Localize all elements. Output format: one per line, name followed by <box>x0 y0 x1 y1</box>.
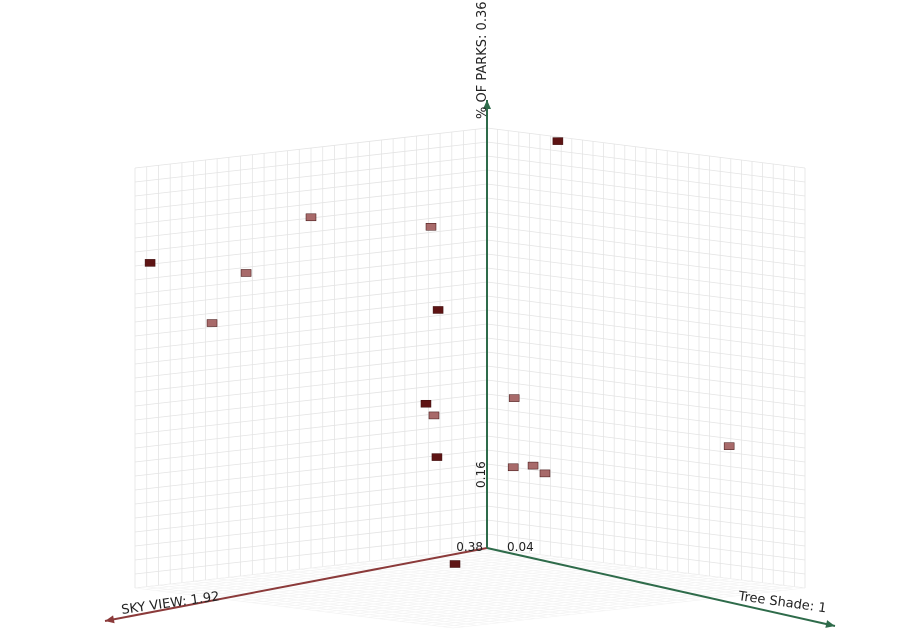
grid-line <box>486 169 806 211</box>
axes <box>104 100 836 628</box>
y-axis-label: % OF PARKS: 0.36 <box>475 2 490 120</box>
axis-arrow <box>483 100 491 109</box>
axis-arrow <box>105 615 115 624</box>
point <box>507 463 519 472</box>
grid-line <box>134 587 454 629</box>
grid-line <box>486 155 806 197</box>
point <box>305 213 317 222</box>
grid-line <box>431 585 784 626</box>
point <box>431 453 443 461</box>
axis-arrow <box>825 620 835 628</box>
x-axis <box>104 547 488 622</box>
grid-line <box>134 141 488 183</box>
grid-line <box>442 586 795 627</box>
grid-line <box>399 581 753 622</box>
x-axis-label: SKY VIEW: 1.92 <box>120 589 220 618</box>
point <box>527 461 539 470</box>
point <box>552 137 564 145</box>
grid-line <box>134 155 488 197</box>
grid-line <box>486 197 806 239</box>
point <box>240 269 252 277</box>
grid-line <box>170 583 489 625</box>
point <box>432 306 444 314</box>
grid-line <box>146 586 465 627</box>
point <box>428 411 440 420</box>
points <box>144 137 735 568</box>
grid-line <box>134 169 488 211</box>
x-tick-label: 0.38 <box>456 540 483 554</box>
point <box>144 259 156 267</box>
z-tick-label: 0.04 <box>507 540 534 554</box>
grid-line <box>421 583 774 625</box>
grid-line <box>486 127 806 169</box>
grid-line <box>134 127 488 169</box>
grid-line <box>486 183 806 225</box>
grid-line <box>158 585 477 626</box>
grid-line <box>134 183 488 225</box>
point <box>420 399 432 408</box>
grid-line <box>410 582 763 623</box>
point <box>206 319 218 327</box>
point <box>449 560 461 568</box>
labels: % OF PARKS: 0.36 SKY VIEW: 1.92 Tree Shade… <box>120 2 827 618</box>
point <box>539 469 551 478</box>
grid-line <box>486 141 806 183</box>
z-axis-label: Tree Shade: 1 <box>736 589 827 616</box>
z-axis <box>486 547 836 627</box>
point <box>508 394 520 402</box>
grid-line <box>181 582 500 623</box>
y-tick-label: 0.16 <box>474 461 488 488</box>
point <box>723 442 735 450</box>
grid-line <box>452 587 806 629</box>
point <box>425 223 437 231</box>
